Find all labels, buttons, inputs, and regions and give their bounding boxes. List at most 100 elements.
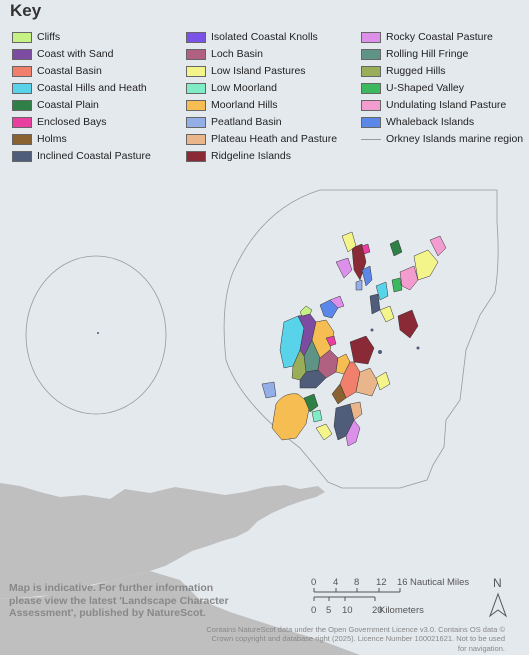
legend-label: Rocky Coastal Pasture bbox=[386, 31, 493, 43]
island-region-rocky-pasture bbox=[329, 295, 345, 309]
legend-label: Moorland Hills bbox=[211, 99, 278, 111]
legend-swatch bbox=[361, 31, 381, 43]
islet-2 bbox=[416, 346, 420, 350]
north-arrow-label: N bbox=[493, 576, 502, 590]
legend-label: Peatland Basin bbox=[211, 116, 282, 128]
legend-label: Coastal Hills and Heath bbox=[37, 82, 147, 94]
scale-mile-tick-label: 4 bbox=[333, 577, 339, 588]
marine-region-main-outline bbox=[223, 189, 499, 489]
island-region-low-moorland bbox=[311, 409, 323, 423]
legend-item: Cliffs bbox=[12, 31, 60, 43]
legend-label: Ridgeline Islands bbox=[211, 150, 291, 162]
legend-swatch bbox=[361, 138, 381, 140]
legend-swatch bbox=[12, 116, 32, 128]
legend-swatch bbox=[361, 65, 381, 77]
island-region-north-inclined bbox=[369, 293, 381, 315]
legend-item: Low Island Pastures bbox=[186, 65, 306, 77]
legend-label: U-Shaped Valley bbox=[386, 82, 465, 94]
island-region-inclined-pasture bbox=[299, 369, 327, 389]
legend-swatch bbox=[186, 31, 206, 43]
island-region-south-pastures bbox=[315, 423, 333, 441]
scale-mile-tick-label: 16 bbox=[397, 577, 408, 588]
legend-swatch bbox=[12, 31, 32, 43]
legend-item: Coastal Plain bbox=[12, 99, 99, 111]
scale-km-tick-label: 0 bbox=[311, 605, 317, 616]
legend-item: Coastal Basin bbox=[12, 65, 102, 77]
legend-item: Rolling Hill Fringe bbox=[361, 48, 468, 60]
legend-label: Undulating Island Pasture bbox=[386, 99, 507, 111]
island-region-moorland-hoy bbox=[271, 393, 311, 441]
legend-item: Enclosed Bays bbox=[12, 116, 106, 128]
legend-label: Rugged Hills bbox=[386, 65, 446, 77]
legend-swatch bbox=[12, 82, 32, 94]
island-region-enclosed-bays bbox=[325, 335, 337, 347]
island-region-whaleback bbox=[319, 299, 339, 319]
island-region-north-enclosed bbox=[361, 243, 371, 255]
map-note: Map is indicative. For further informati… bbox=[9, 582, 229, 620]
island-region-north-low-pastures bbox=[413, 249, 439, 281]
legend-item: Isolated Coastal Knolls bbox=[186, 31, 318, 43]
island-region-cliffs bbox=[299, 305, 313, 317]
legend-label: Rolling Hill Fringe bbox=[386, 48, 469, 60]
orkney-islands bbox=[261, 231, 447, 447]
island-region-north-whaleback bbox=[361, 265, 373, 287]
legend-label: Low Island Pastures bbox=[211, 65, 306, 77]
mainland-scotland bbox=[0, 483, 325, 599]
scale-km-tick-label: 10 bbox=[342, 605, 353, 616]
island-region-north-plain bbox=[389, 239, 403, 257]
island-region-ridgeline bbox=[349, 335, 375, 365]
legend-swatch bbox=[186, 133, 206, 145]
legend-swatch bbox=[186, 99, 206, 111]
island-region-north-pastures-2 bbox=[379, 305, 395, 323]
island-region-north-undulating-2 bbox=[429, 235, 447, 257]
island-region-low-pastures-east bbox=[375, 371, 391, 391]
legend-label: Enclosed Bays bbox=[37, 116, 107, 128]
scale-mile-tick-label: 12 bbox=[376, 577, 387, 588]
legend-item: Ridgeline Islands bbox=[186, 150, 291, 162]
legend-swatch bbox=[186, 150, 206, 162]
legend-swatch bbox=[186, 116, 206, 128]
legend-swatch bbox=[12, 99, 32, 111]
legend-label: Low Moorland bbox=[211, 82, 277, 94]
legend-swatch bbox=[186, 82, 206, 94]
island-region-holms bbox=[331, 383, 347, 405]
legend-item: Rocky Coastal Pasture bbox=[361, 31, 493, 43]
scale-bar-km bbox=[313, 596, 376, 601]
island-region-north-ridgeline-2 bbox=[397, 309, 419, 339]
islet-3 bbox=[370, 328, 374, 332]
legend-swatch bbox=[361, 116, 381, 128]
scale-km-label: Kilometers bbox=[379, 605, 424, 616]
island-region-north-coastal bbox=[375, 281, 389, 301]
island-region-north-pastures bbox=[341, 231, 357, 253]
scale-km-tick-label: 5 bbox=[326, 605, 332, 616]
islets bbox=[97, 328, 420, 354]
legend-swatch bbox=[186, 48, 206, 60]
islet-west bbox=[97, 332, 99, 334]
legend-label: Whaleback Islands bbox=[386, 116, 475, 128]
legend-item: Loch Basin bbox=[186, 48, 263, 60]
legend-item: Coast with Sand bbox=[12, 48, 113, 60]
island-region-plateau-heath bbox=[355, 367, 379, 397]
legend-item: Coastal Hills and Heath bbox=[12, 82, 147, 94]
scale-km-tick-label: 20 bbox=[372, 605, 383, 616]
legend-item: Moorland Hills bbox=[186, 99, 278, 111]
legend-label: Loch Basin bbox=[211, 48, 263, 60]
island-region-north-valley bbox=[391, 277, 403, 293]
legend-swatch bbox=[12, 133, 32, 145]
legend-item: Rugged Hills bbox=[361, 65, 446, 77]
legend-item: Holms bbox=[12, 133, 67, 145]
scale-mile-tick-label: 8 bbox=[354, 577, 360, 588]
legend-item: Undulating Island Pasture bbox=[361, 99, 506, 111]
legend-item: U-Shaped Valley bbox=[361, 82, 464, 94]
key-title: Key bbox=[10, 1, 42, 20]
legend-item: Inclined Coastal Pasture bbox=[12, 150, 151, 162]
legend-label: Coastal Basin bbox=[37, 65, 102, 77]
legend-swatch bbox=[361, 48, 381, 60]
map-credits: Contains NatureScot data under the Open … bbox=[206, 625, 505, 653]
legend-label: Inclined Coastal Pasture bbox=[37, 150, 151, 162]
legend-item: Plateau Heath and Pasture bbox=[186, 133, 337, 145]
island-region-north-peat bbox=[355, 279, 363, 291]
legend-label: Plateau Heath and Pasture bbox=[211, 133, 338, 145]
legend-label: Coast with Sand bbox=[37, 48, 114, 60]
legend-label: Coastal Plain bbox=[37, 99, 99, 111]
